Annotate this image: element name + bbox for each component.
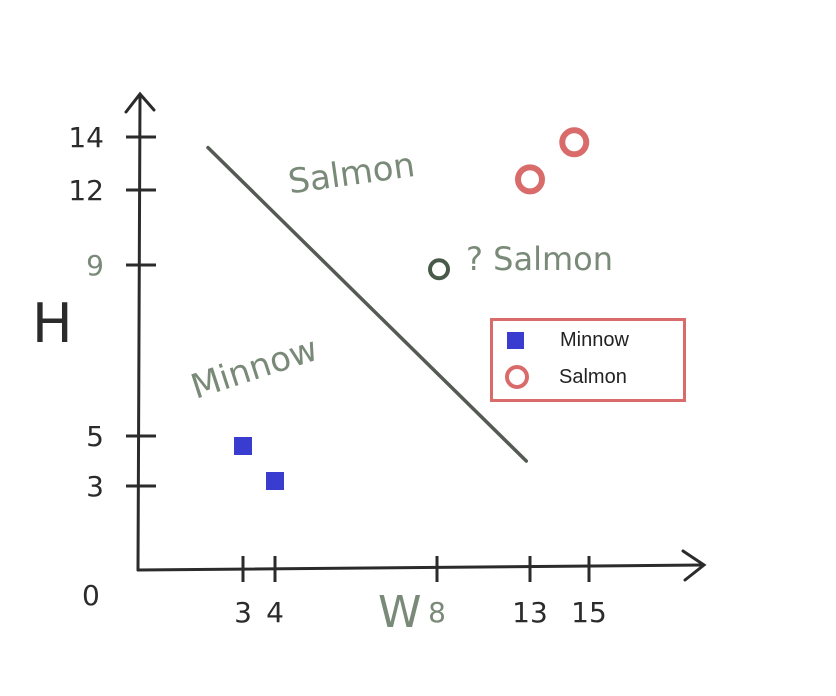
y-tick-label-5: 5	[86, 420, 104, 453]
axes	[124, 91, 707, 582]
x-tick-label-15: 15	[571, 596, 607, 629]
y-tick-label-9: 9	[86, 249, 104, 282]
region-label-salmon: Salmon	[286, 145, 418, 202]
region-label-minnow: Minnow	[186, 329, 322, 407]
y-ticks: 3 5 9 12 14	[68, 121, 156, 503]
legend-minnow-label: Minnow	[560, 329, 629, 351]
legend-salmon-label: Salmon	[559, 365, 627, 388]
origin-label: 0	[82, 579, 100, 612]
legend-entry-minnow: Minnow	[505, 329, 629, 352]
y-axis	[136, 94, 142, 572]
y-tick-label-14: 14	[68, 121, 104, 154]
legend-minnow-swatch	[507, 332, 524, 349]
x-ticks: 3 4 8 13 15	[234, 556, 607, 629]
legend-entry-salmon: Salmon	[505, 365, 627, 389]
x-tick-label-13: 13	[512, 596, 548, 629]
minnow-point-2	[266, 472, 284, 490]
x-tick-label-8: 8	[428, 596, 446, 629]
x-tick-label-4: 4	[266, 596, 284, 629]
unknown-point-label: ? Salmon	[466, 240, 613, 278]
legend: Minnow Salmon	[490, 318, 686, 402]
salmon-point-2	[559, 127, 590, 158]
x-axis-arrowhead	[681, 549, 707, 582]
decision-boundary	[206, 145, 529, 463]
y-axis-label: H	[32, 292, 73, 355]
y-tick-label-3: 3	[86, 470, 104, 503]
legend-salmon-swatch	[505, 365, 529, 389]
x-axis-label: W	[378, 587, 422, 638]
y-axis-arrowhead	[124, 91, 156, 114]
unknown-point	[428, 258, 451, 281]
salmon-point-1	[515, 164, 545, 195]
minnow-point-1	[234, 437, 252, 455]
y-tick-label-12: 12	[68, 174, 104, 207]
x-axis	[136, 563, 704, 572]
data-points	[234, 127, 590, 490]
x-tick-label-3: 3	[234, 596, 252, 629]
